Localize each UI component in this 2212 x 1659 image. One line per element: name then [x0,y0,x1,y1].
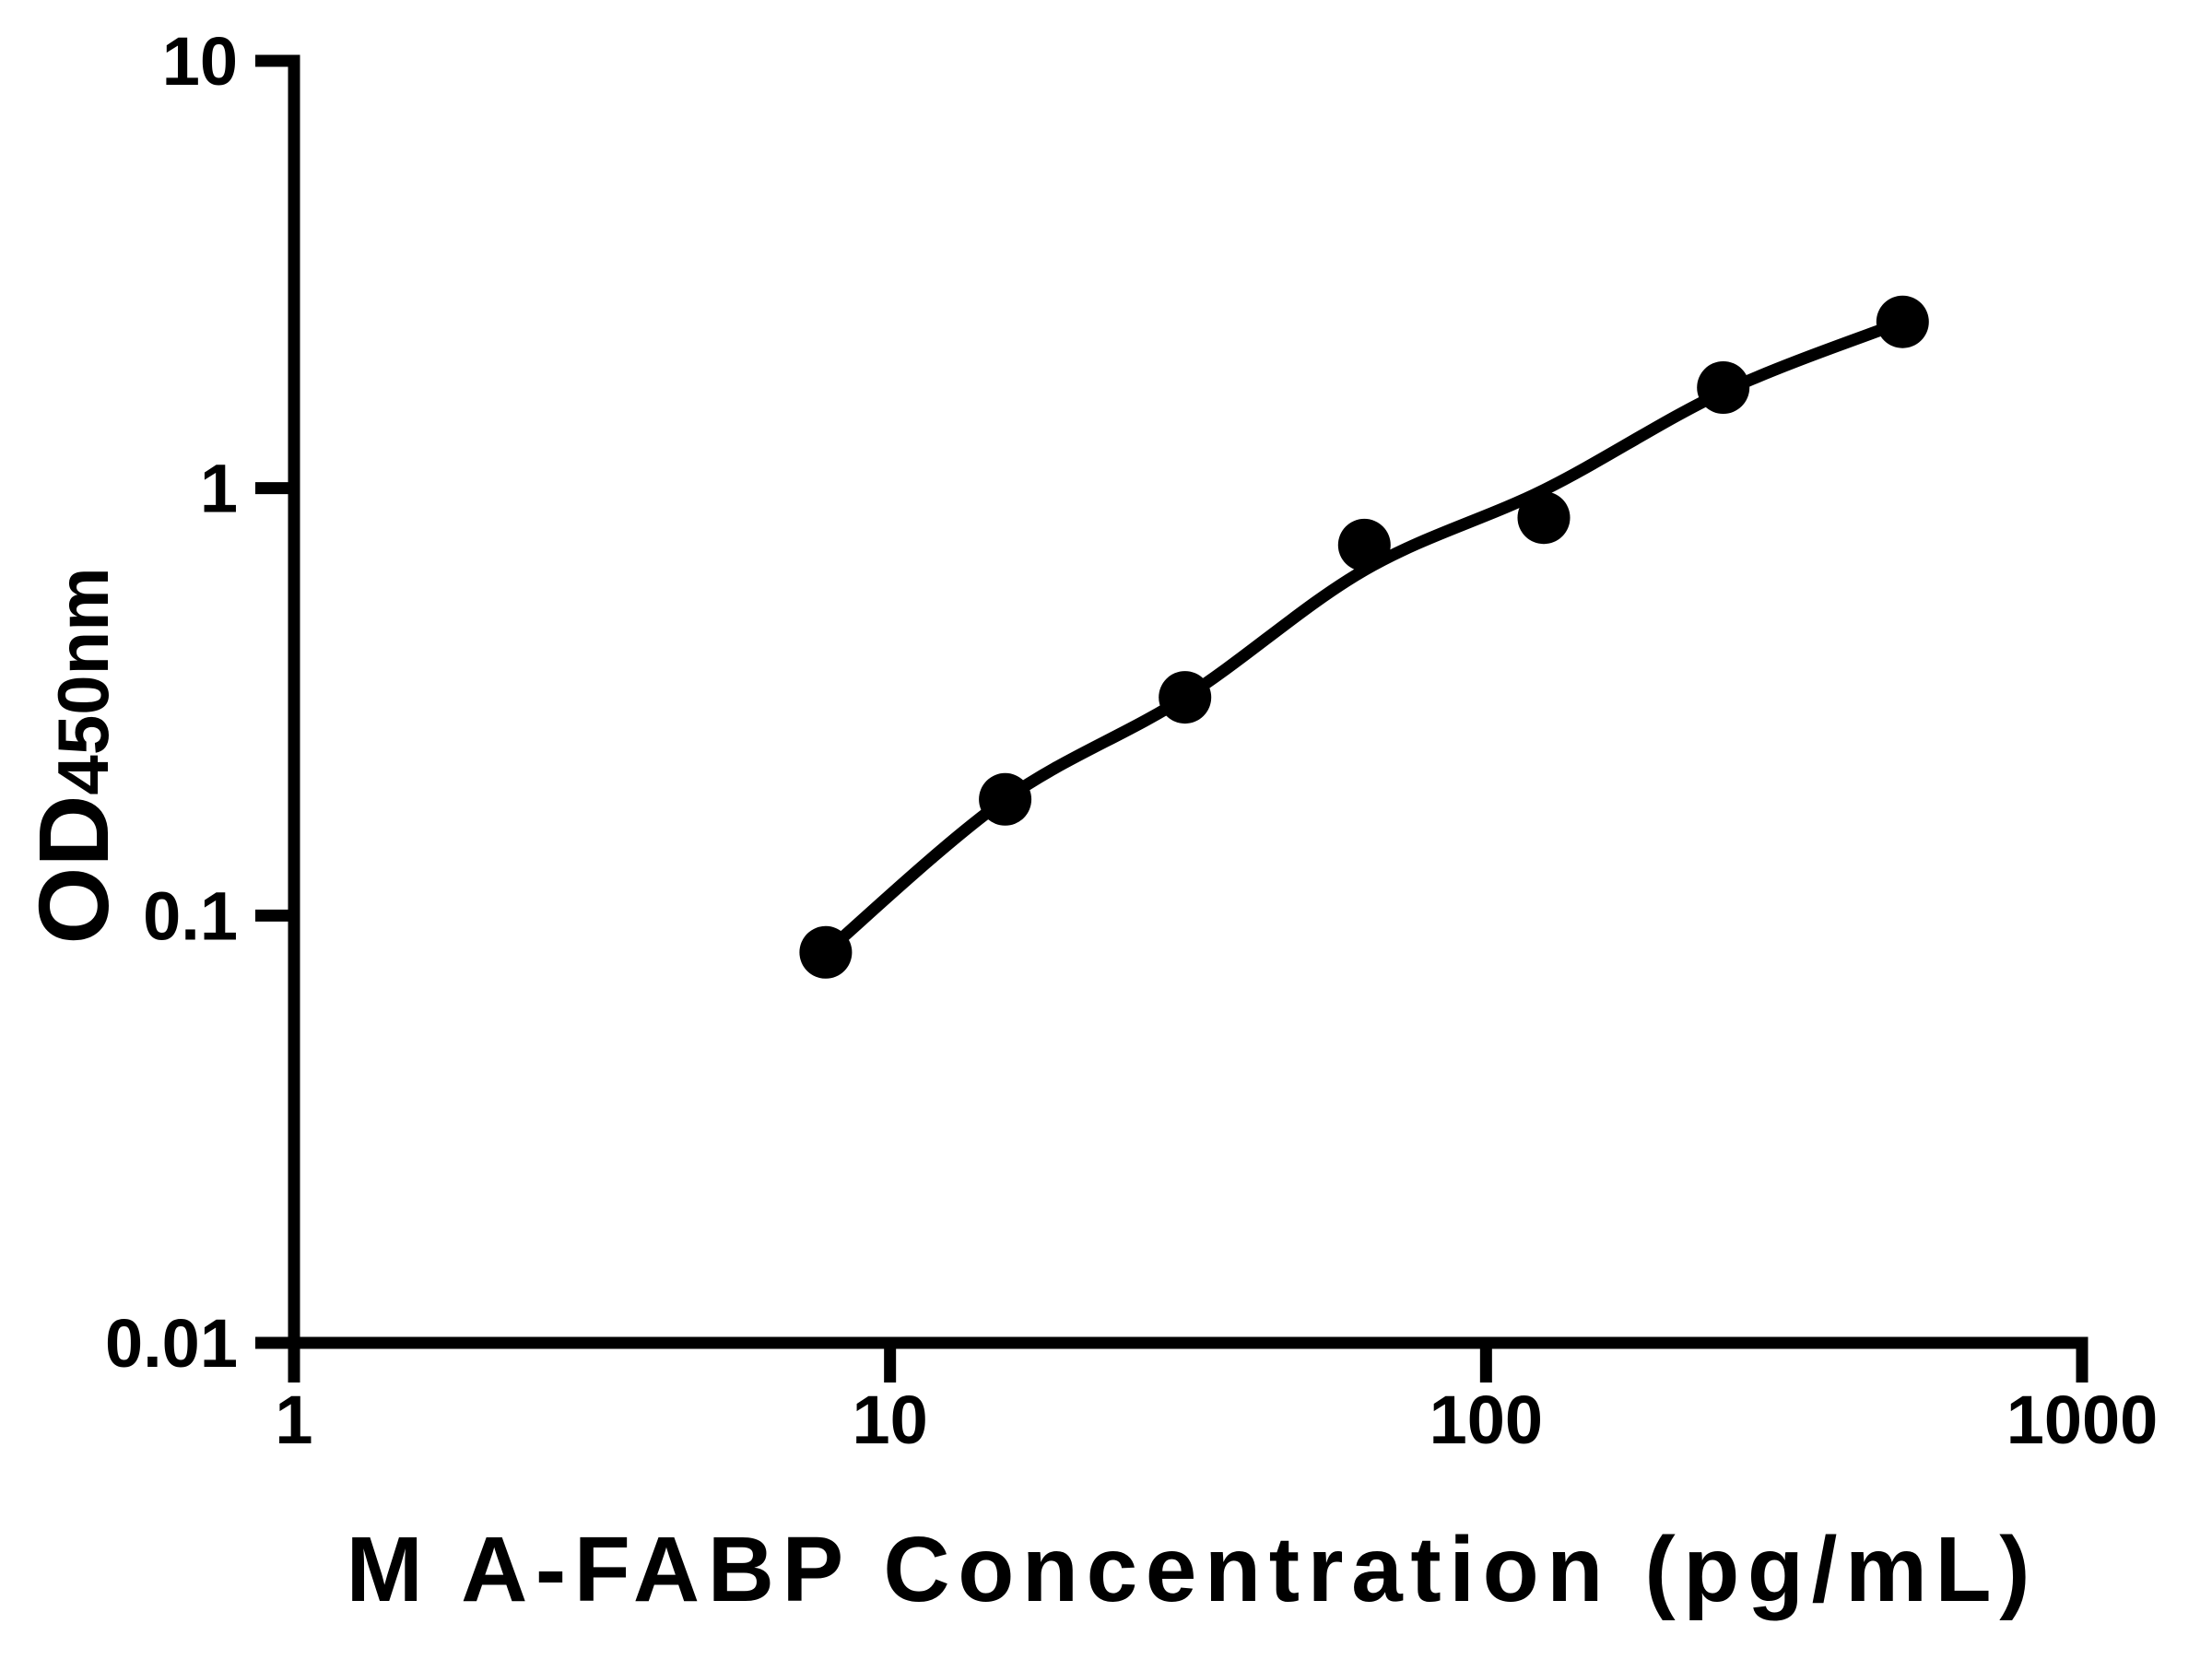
x-tick-label: 100 [1430,1382,1543,1458]
y-tick-label: 1 [200,451,238,527]
x-tick-label: 1 [275,1382,312,1458]
data-series [799,295,1929,979]
x-axis-title: M A-FABP Concentration (pg/mL) [347,1518,2030,1621]
data-point [1517,491,1571,545]
y-tick-label: 10 [162,23,238,100]
data-point [1337,518,1391,571]
data-point [1876,295,1929,348]
y-axis-title-main: OD [18,795,129,945]
y-tick-label: 0.1 [143,877,238,954]
y-axis-title-subscript: 450nm [42,567,124,794]
data-point [1159,671,1212,724]
x-tick-label: 1000 [2006,1382,2159,1458]
x-tick-label: 10 [853,1382,928,1458]
data-point [979,772,1032,826]
data-point [799,925,853,979]
y-axis-title: OD450nm [18,567,129,944]
axes: 10 1 0.1 0.01 1 10 100 1000 [105,23,2158,1458]
fit-curve-line [821,316,1905,958]
y-tick-label: 0.01 [105,1305,238,1382]
data-point [1697,361,1750,414]
